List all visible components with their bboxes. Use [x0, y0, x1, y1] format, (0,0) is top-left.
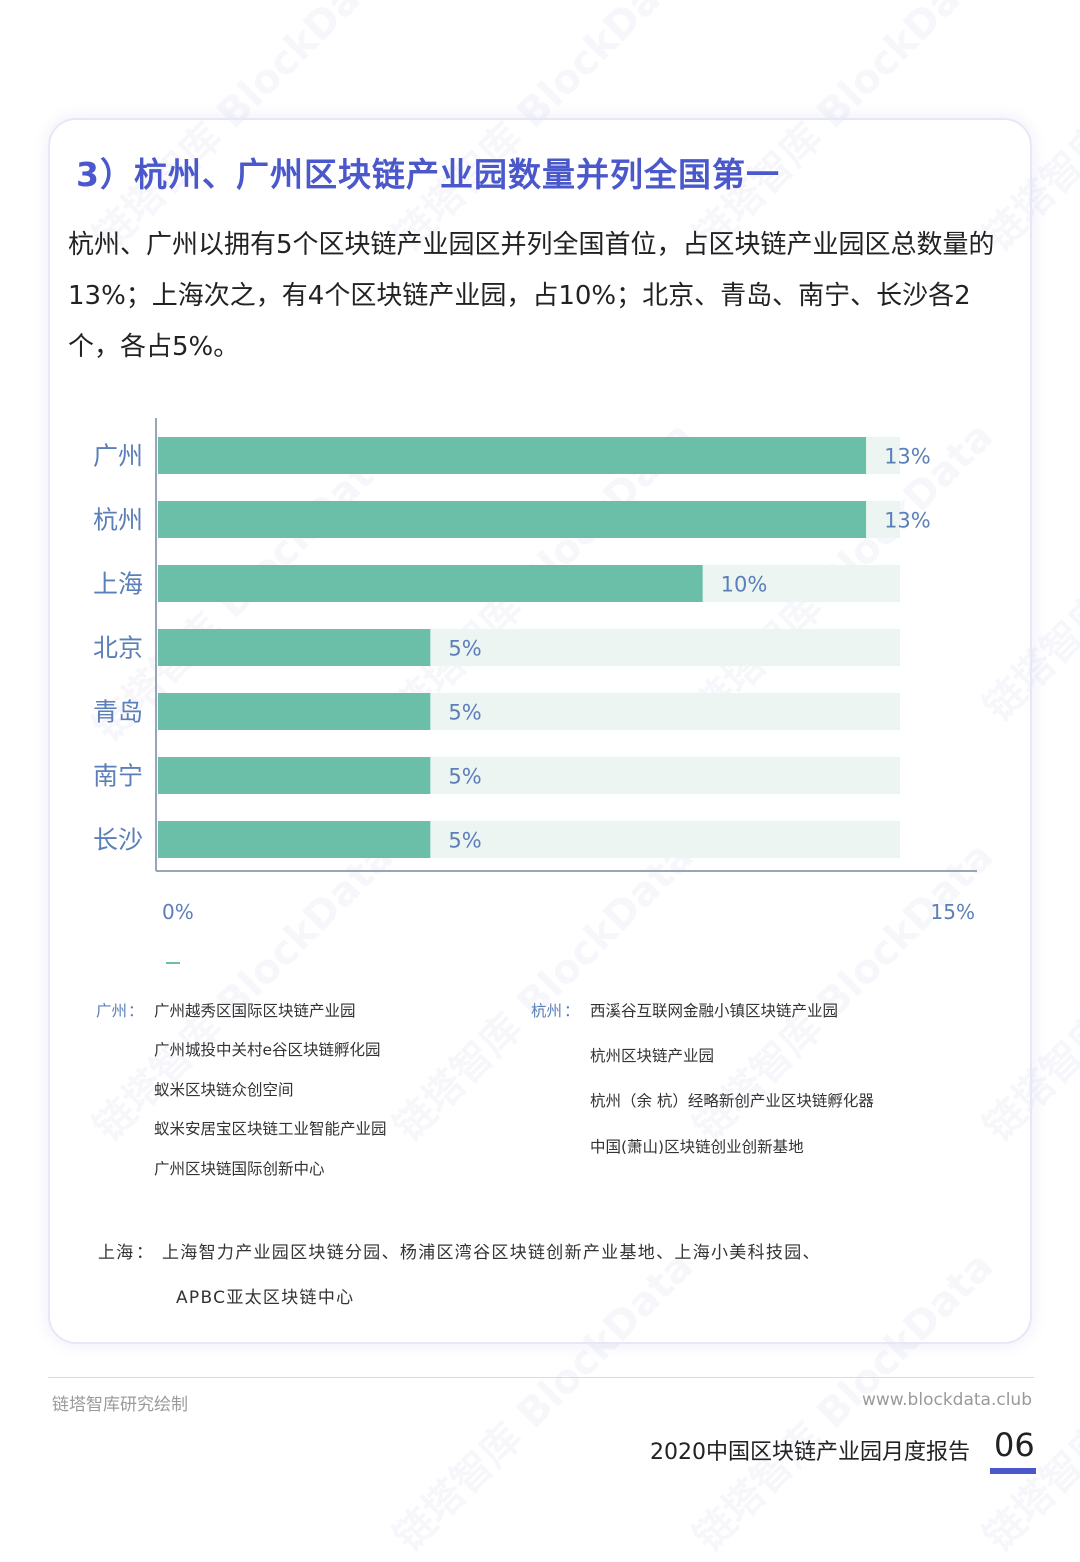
page-number-underline: [990, 1468, 1036, 1474]
category-label: 上海: [93, 570, 143, 599]
value-label: 5%: [448, 829, 481, 853]
x-tick-label: 0%: [162, 900, 194, 924]
bar: [158, 629, 431, 666]
list-item: 杭州区块链产业园: [590, 1047, 715, 1065]
bar: [158, 501, 867, 538]
list-item: 广州城投中关村e谷区块链孵化园: [154, 1041, 381, 1059]
intro-paragraph: 杭州、广州以拥有5个区块链产业园区并列全国首位，占区块链产业园区总数量的13%；…: [68, 230, 995, 362]
guangzhou-list-colon: ：: [128, 1002, 144, 1020]
value-label: 13%: [884, 509, 931, 533]
shanghai-parks-line1: 上海智力产业园区块链分园、杨浦区湾谷区块链创新产业基地、上海小美科技园、: [162, 1243, 821, 1263]
value-label: 5%: [448, 765, 481, 789]
x-tick-label: 15%: [931, 900, 975, 924]
value-label: 10%: [721, 573, 768, 597]
value-label: 5%: [448, 701, 481, 725]
category-label: 南宁: [93, 762, 143, 791]
category-label: 杭州: [93, 506, 143, 535]
bar: [158, 757, 431, 794]
section-title: 3）杭州、广州区块链产业园数量并列全国第一: [76, 155, 780, 194]
list-item: 杭州（余 杭）经略新创产业区块链孵化器: [590, 1092, 874, 1110]
shanghai-list-label: 上海: [98, 1243, 135, 1263]
list-item: 蚁米区块链众创空间: [154, 1081, 294, 1099]
list-item: 中国(萧山)区块链创业创新基地: [590, 1138, 804, 1156]
hangzhou-list-colon: ：: [564, 1002, 580, 1020]
page-number: 06: [994, 1426, 1035, 1464]
bar-chart: 广州 13% 杭州 13% 上海 10% 北京 5% 青岛 5% 南宁 5% 长沙 5% 0% 15%: [93, 418, 977, 924]
shanghai-parks-line2: APBC亚太区块链中心: [176, 1288, 355, 1308]
category-label: 广州: [93, 442, 143, 471]
bar: [158, 437, 867, 474]
list-item: 蚁米安居宝区块链工业智能产业园: [154, 1120, 387, 1138]
value-label: 13%: [884, 445, 931, 469]
bar: [158, 565, 703, 602]
shanghai-list-colon: ：: [136, 1243, 155, 1263]
report-title: 2020中国区块链产业园月度报告: [650, 1440, 970, 1465]
hangzhou-list-label: 杭州: [531, 1002, 563, 1020]
footer-source: 链塔智库研究绘制: [52, 1395, 188, 1415]
bar: [158, 693, 431, 730]
bar: [158, 821, 431, 858]
content-card: [48, 118, 1032, 1344]
guangzhou-list-label: 广州: [96, 1002, 128, 1020]
category-label: 北京: [93, 634, 143, 663]
separator-dash: [166, 962, 180, 964]
value-label: 5%: [448, 637, 481, 661]
footer-url[interactable]: www.blockdata.club: [862, 1390, 1032, 1410]
list-item: 广州区块链国际创新中心: [154, 1160, 325, 1178]
category-label: 长沙: [93, 826, 143, 855]
category-label: 青岛: [93, 698, 143, 727]
footer-divider: [48, 1377, 1034, 1378]
list-item: 广州越秀区国际区块链产业园: [154, 1002, 356, 1020]
list-item: 西溪谷互联网金融小镇区块链产业园: [590, 1002, 839, 1020]
